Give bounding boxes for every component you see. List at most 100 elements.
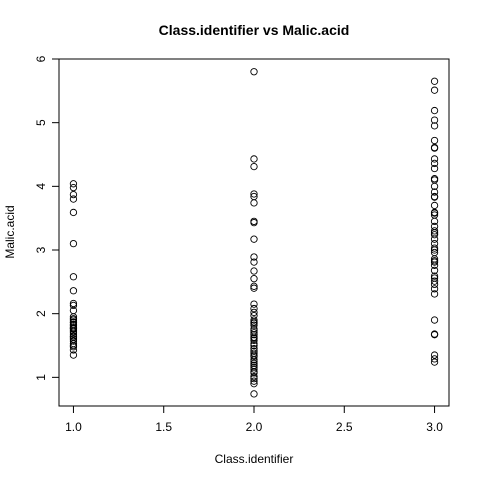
data-point xyxy=(250,258,258,266)
data-point xyxy=(250,339,258,348)
x-tick-label: 1.0 xyxy=(65,420,82,434)
data-point xyxy=(430,266,439,275)
data-point xyxy=(430,257,439,265)
data-point xyxy=(250,331,258,339)
x-axis: 1.0 1.5 2.0 2.5 3.0 xyxy=(65,406,443,434)
data-point xyxy=(430,86,439,94)
data-point xyxy=(250,369,258,377)
data-point xyxy=(250,318,258,326)
data-point xyxy=(430,122,439,130)
data-point xyxy=(430,235,439,243)
data-point xyxy=(430,217,439,226)
data-point xyxy=(250,390,258,398)
x-tick-label: 1.5 xyxy=(155,420,172,434)
plot-frame xyxy=(58,58,450,407)
data-point xyxy=(69,239,78,248)
data-point xyxy=(250,334,258,343)
data-point xyxy=(430,155,439,163)
data-point xyxy=(430,77,439,85)
data-point xyxy=(430,316,439,324)
data-point xyxy=(430,159,439,168)
y-tick-label: 2 xyxy=(34,310,48,317)
data-point xyxy=(250,365,258,373)
data-point xyxy=(69,273,78,281)
data-point xyxy=(430,277,439,285)
data-point xyxy=(250,325,258,333)
data-point xyxy=(69,287,78,295)
data-point xyxy=(69,330,78,338)
data-point xyxy=(250,304,258,313)
data-point xyxy=(250,377,258,385)
data-point xyxy=(250,300,258,308)
data-point xyxy=(250,359,258,367)
data-point xyxy=(430,106,439,115)
data-point xyxy=(250,155,258,163)
data-point xyxy=(69,208,78,217)
data-point xyxy=(250,253,258,261)
data-point xyxy=(250,284,258,292)
data-point xyxy=(250,327,258,335)
data-point xyxy=(250,162,258,171)
data-point xyxy=(430,246,439,254)
data-point xyxy=(430,358,439,366)
data-point xyxy=(250,341,258,350)
data-point xyxy=(430,272,439,280)
y-tick-label: 1 xyxy=(34,374,48,381)
data-point xyxy=(250,308,258,317)
data-point xyxy=(69,351,78,359)
data-point xyxy=(250,199,258,207)
data-point xyxy=(250,336,258,345)
data-point xyxy=(250,355,258,364)
data-point xyxy=(69,313,78,321)
data-point xyxy=(69,190,78,199)
data-point xyxy=(250,321,258,329)
data-point xyxy=(69,318,78,327)
data-point xyxy=(69,195,78,203)
data-point xyxy=(69,180,78,188)
y-tick-label: 4 xyxy=(34,183,48,190)
y-tick-label: 3 xyxy=(34,246,48,253)
data-point xyxy=(430,164,439,173)
chart-title: Class.identifier vs Malic.acid xyxy=(159,22,350,38)
data-point xyxy=(430,136,439,145)
data-point xyxy=(430,244,439,252)
data-point xyxy=(69,343,78,351)
data-point xyxy=(430,261,439,269)
y-axis: 1 2 3 4 5 6 xyxy=(34,55,59,381)
x-axis-label: Class.identifier xyxy=(215,452,294,466)
data-point xyxy=(430,222,439,231)
data-point xyxy=(69,328,78,336)
data-point xyxy=(69,324,78,332)
data-point xyxy=(250,282,258,290)
data-point xyxy=(250,316,258,324)
data-point xyxy=(250,329,258,337)
data-point xyxy=(250,275,258,283)
data-point xyxy=(69,183,78,192)
x-tick-label: 3.0 xyxy=(426,420,443,434)
data-point xyxy=(430,351,439,359)
data-point xyxy=(69,315,78,323)
x-tick-label: 2.0 xyxy=(246,420,263,434)
data-point xyxy=(430,280,439,289)
data-point xyxy=(430,231,439,239)
data-point xyxy=(430,290,439,298)
data-point xyxy=(250,363,258,371)
data-point xyxy=(430,209,439,217)
y-axis-label: Malic.acid xyxy=(3,205,17,258)
data-point xyxy=(250,373,258,381)
data-point xyxy=(430,201,439,210)
data-points xyxy=(69,68,439,398)
x-tick-label: 2.5 xyxy=(336,420,353,434)
data-point xyxy=(430,193,439,201)
data-point xyxy=(69,301,78,310)
y-tick-label: 5 xyxy=(34,119,48,126)
data-point xyxy=(69,299,78,308)
data-point xyxy=(430,188,439,196)
data-point xyxy=(250,267,258,275)
data-point xyxy=(430,285,439,293)
data-point xyxy=(69,337,78,345)
y-tick-label: 6 xyxy=(34,55,48,62)
data-point xyxy=(250,190,258,198)
data-point xyxy=(250,374,258,383)
